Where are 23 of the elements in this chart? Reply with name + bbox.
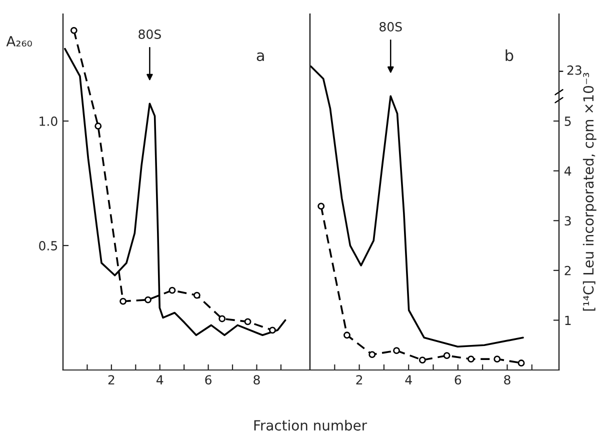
y-tick-label: 0.5	[39, 240, 58, 250]
y2-tick-label: 4	[564, 166, 572, 176]
y2-axis-title: [¹⁴C] Leu incorporated, cpm ×10⁻³	[582, 72, 596, 311]
y2-tick-label: 3	[564, 216, 571, 226]
x-tick-label: 4	[405, 375, 412, 384]
x-tick-label: 2	[356, 375, 362, 384]
y2-tick-label: 5	[564, 116, 571, 126]
x-tick-label: 8	[254, 375, 260, 385]
x-tick-label: 8	[504, 375, 510, 385]
annotation: 80S	[138, 30, 161, 39]
x-axis-title: Fraction number	[254, 420, 368, 431]
annotation: b	[506, 49, 514, 62]
x-tick-label: 4	[156, 375, 164, 384]
x-tick-label: 6	[205, 375, 212, 385]
y-tick-label: 1.0	[40, 116, 58, 126]
annotation: a	[256, 52, 264, 62]
text: 23	[567, 65, 582, 75]
x-tick-label: 2	[108, 375, 114, 384]
y2-tick-label: 1	[565, 316, 571, 325]
y-axis-title: A₂₆₀	[6, 36, 32, 46]
y2-tick-label: 2	[564, 266, 571, 276]
x-tick-label: 6	[454, 375, 462, 385]
annotation: 80S	[380, 22, 402, 32]
